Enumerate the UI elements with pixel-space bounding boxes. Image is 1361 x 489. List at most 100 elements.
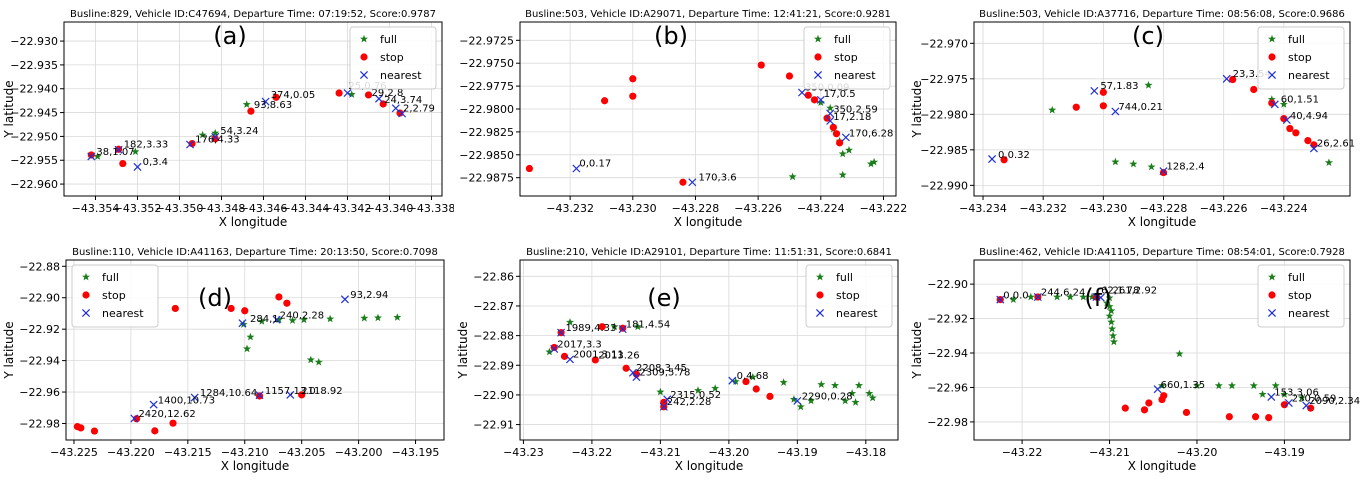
legend-label: full	[1288, 271, 1305, 284]
legend-nearest-marker	[813, 70, 823, 80]
plot-frame	[519, 259, 899, 441]
point-annotation: 2118.92	[301, 386, 342, 397]
nearest-point	[728, 376, 737, 385]
full-point	[374, 313, 382, 322]
x-tick-label: −43.232	[1019, 202, 1067, 215]
stop-point	[1099, 102, 1107, 110]
full-point	[855, 381, 863, 389]
x-tick-label: −43.226	[734, 202, 782, 215]
full-point	[694, 386, 702, 394]
point-annotation: 2001,3.11	[573, 350, 624, 361]
full-point	[848, 389, 857, 397]
panel-label: (b)	[654, 22, 688, 50]
chart-title: Busline:829, Vehicle ID:C47694, Departur…	[70, 9, 436, 20]
full-point	[566, 318, 574, 326]
stop-point	[1250, 85, 1258, 94]
point-annotation: 182,3.33	[124, 139, 169, 150]
stop-point	[151, 427, 159, 435]
y-tick-label: −22.960	[10, 178, 58, 191]
legend-label: stop	[380, 51, 404, 64]
stop-point	[1160, 392, 1168, 400]
x-axis-label: X longitude	[674, 215, 743, 229]
point-annotation: 176,4.33	[195, 135, 240, 146]
x-axis-label: X longitude	[221, 459, 290, 473]
y-tick-label: −22.950	[10, 130, 58, 143]
point-annotation: 181,4.54	[626, 320, 671, 331]
nearest-point	[793, 396, 802, 405]
legend-label: nearest	[380, 69, 422, 82]
point-annotation: 240,2.28	[280, 310, 325, 321]
y-tick-label: −22.9725	[459, 34, 514, 47]
x-tick-label: −43.224	[797, 202, 845, 215]
legend-nearest-marker	[81, 308, 91, 318]
point-annotation: 17,0.5	[824, 89, 856, 100]
stop-point	[829, 123, 837, 131]
full-point	[1214, 381, 1223, 390]
full-point	[1271, 381, 1280, 390]
y-tick-label: −22.88	[473, 330, 514, 343]
chart-title: Busline:503, Vehicle ID:A29071, Departur…	[525, 9, 891, 20]
full-point	[314, 358, 323, 366]
legend-label: nearest	[102, 307, 144, 320]
chart-title: Busline:503, Vehicle ID:A37716, Departur…	[979, 9, 1345, 20]
y-tick-label: −22.9875	[459, 172, 514, 185]
plot-frame	[973, 259, 1351, 441]
nearest-point	[628, 368, 638, 377]
point-annotation: 17,2.18	[833, 112, 871, 123]
x-tick-label: −43.205	[278, 446, 326, 459]
point-annotation: 1989,4.33	[565, 323, 616, 334]
x-tick-label: −43.338	[408, 202, 454, 215]
legend-nearest-marker	[815, 308, 825, 318]
y-tick-label: −22.935	[10, 59, 58, 72]
full-point	[1009, 295, 1018, 303]
point-annotation: 284,1	[250, 314, 279, 325]
legend-label: full	[102, 271, 119, 284]
point-annotation: 0,4.68	[737, 371, 769, 382]
y-tick-label: −22.87	[473, 300, 514, 313]
full-point	[1107, 317, 1116, 326]
y-axis-label: Y latitude	[910, 80, 924, 138]
legend-label: stop	[834, 51, 858, 64]
full-point	[274, 315, 283, 324]
full-point	[633, 322, 642, 331]
nearest-point	[1033, 293, 1042, 302]
y-tick-label: −22.92	[19, 323, 60, 336]
y-tick-label: −22.90	[19, 292, 60, 305]
full-point	[1107, 306, 1116, 315]
nearest-point	[1302, 401, 1311, 410]
panel-d: 2420,12.62 1400,10.73 1284,10.64 1157,13.0 2…	[0, 240, 454, 485]
x-tick-label: −43.18	[845, 446, 886, 459]
stop-point	[298, 391, 306, 399]
x-axis-label: X longitude	[1128, 459, 1197, 473]
full-point	[748, 372, 757, 381]
y-tick-label: −22.94	[927, 347, 968, 360]
full-point	[656, 387, 665, 396]
point-annotation: 57,1.83	[1100, 81, 1138, 92]
stop-point	[1229, 75, 1237, 84]
y-tick-label: −22.94	[19, 355, 60, 368]
stop-point	[132, 415, 141, 423]
legend-label: nearest	[834, 69, 876, 82]
legend-nearest-marker	[1267, 70, 1277, 80]
full-point	[851, 398, 860, 406]
stop-point	[169, 419, 177, 427]
stop-point	[90, 427, 99, 435]
stop-point	[1280, 401, 1289, 409]
x-tick-label: −43.220	[107, 446, 155, 459]
full-point	[1175, 349, 1184, 358]
legend-nearest-marker	[1267, 308, 1277, 318]
full-point	[845, 146, 853, 154]
y-tick-label: −22.980	[920, 108, 968, 121]
stop-point	[1292, 129, 1300, 137]
stop-point	[87, 151, 95, 159]
nearest-point	[1159, 167, 1168, 176]
stop-point	[810, 96, 819, 104]
point-annotation: 0,3.4	[143, 157, 168, 168]
y-tick-label: −22.970	[920, 37, 968, 50]
full-point	[1144, 81, 1153, 89]
point-annotation: 0,0.17	[579, 159, 611, 170]
legend-stop-marker	[1268, 291, 1276, 299]
plot-frame	[63, 21, 443, 197]
stop-point	[601, 97, 609, 105]
